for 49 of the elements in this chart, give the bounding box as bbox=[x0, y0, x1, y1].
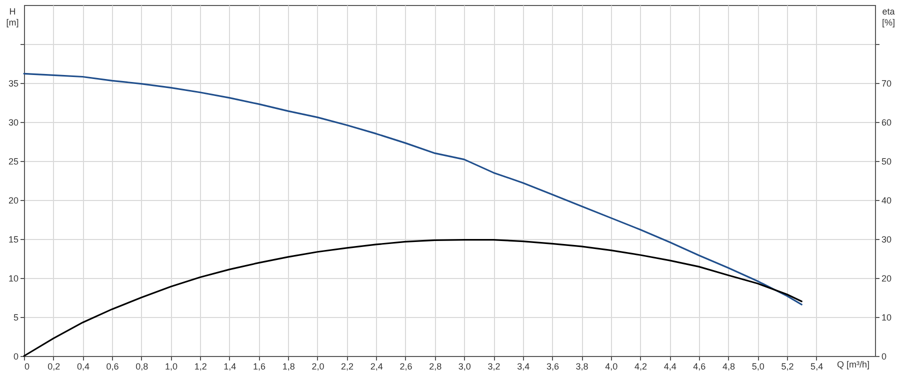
x-tick-label: 1,8 bbox=[282, 362, 295, 372]
x-tick-label: 2,2 bbox=[341, 362, 354, 372]
x-tick-label: 1,0 bbox=[164, 362, 178, 372]
x-tick-label: 4,2 bbox=[634, 362, 647, 372]
x-tick-label: 3,0 bbox=[458, 362, 471, 372]
x-tick-label: 5,2 bbox=[781, 362, 794, 372]
x-tick-label: 0,2 bbox=[48, 362, 60, 372]
y-tick-label: 10 bbox=[8, 274, 18, 284]
y2-tick-label: 40 bbox=[882, 196, 892, 206]
x-tick-label: 3,2 bbox=[488, 362, 500, 372]
y2-tick-label: 10 bbox=[882, 312, 892, 322]
x-tick-label: 4,8 bbox=[722, 362, 736, 372]
line-series bbox=[23, 238, 802, 357]
y-axis-title: H [m] bbox=[6, 6, 19, 28]
x-tick-label: 5,0 bbox=[752, 362, 764, 372]
x-tick-label: 2,4 bbox=[370, 362, 383, 372]
y-tick-label: 15 bbox=[8, 234, 18, 244]
y-tick-label: 0 bbox=[13, 352, 18, 362]
y2-tick-label: 50 bbox=[882, 156, 892, 166]
x-tick-label: 4,4 bbox=[664, 362, 676, 372]
x-tick-label: 0 bbox=[24, 362, 30, 372]
x-tick-label: 3,4 bbox=[517, 362, 530, 372]
x-tick-label: 4,0 bbox=[605, 362, 618, 372]
line-series bbox=[23, 72, 802, 306]
x-tick-label: 1,6 bbox=[253, 362, 266, 372]
x-tick-label: 4,6 bbox=[693, 362, 706, 372]
x-tick-label: 2,8 bbox=[429, 362, 442, 372]
x-tick-label: 5,4 bbox=[810, 362, 824, 372]
y2-axis-title: eta [%] bbox=[882, 6, 896, 28]
y2-tick-label: 70 bbox=[882, 78, 892, 88]
y-tick-label: 5 bbox=[13, 312, 18, 322]
y2-tick-label: 20 bbox=[882, 274, 892, 284]
x-tick-label: 3,8 bbox=[576, 362, 588, 372]
x-tick-label: 0,6 bbox=[106, 362, 119, 372]
y-tick-label: 25 bbox=[8, 156, 18, 166]
x-tick-label: 0,8 bbox=[136, 362, 148, 372]
x-tick-label: 1,2 bbox=[194, 362, 207, 372]
y-tick-label: 30 bbox=[8, 118, 18, 128]
x-tick-label: 1,4 bbox=[224, 362, 236, 372]
x-tick-label: 2,6 bbox=[400, 362, 412, 372]
x-tick-label: 3,6 bbox=[546, 362, 559, 372]
y2-tick-label: 60 bbox=[882, 118, 892, 128]
y2-tick-label: 0 bbox=[882, 352, 887, 362]
x-axis-title: Q [m³/h] bbox=[836, 360, 870, 370]
y-tick-label: 20 bbox=[8, 196, 18, 206]
y-tick-label: 35 bbox=[8, 78, 18, 88]
x-tick-label: 0,4 bbox=[76, 362, 90, 372]
y2-tick-label: 30 bbox=[882, 234, 892, 244]
x-tick-label: 2,0 bbox=[312, 362, 324, 372]
